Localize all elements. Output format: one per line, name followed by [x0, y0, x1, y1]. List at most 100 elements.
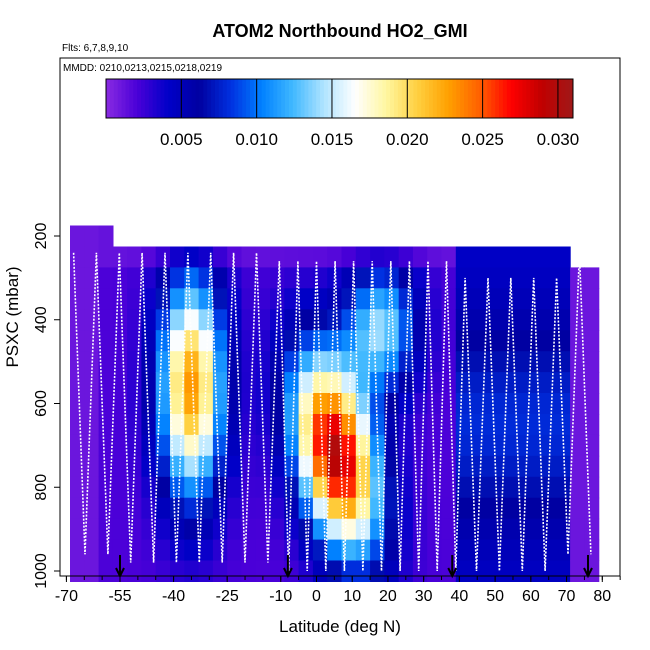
heatmap-cell: [284, 434, 300, 457]
heatmap-cell: [398, 351, 414, 373]
heatmap-cell: [455, 267, 471, 289]
heatmap-cell: [112, 434, 128, 457]
heatmap-cell: [513, 560, 528, 582]
heatmap-cell: [384, 476, 400, 499]
x-tick-label: 40: [450, 588, 468, 605]
heatmap-cell: [70, 455, 85, 478]
heatmap-cell: [527, 414, 543, 436]
heatmap-cell: [527, 518, 543, 541]
heatmap-cell: [241, 393, 257, 415]
colorbar-tick-label: 0.015: [311, 130, 354, 149]
heatmap-cell: [384, 393, 400, 415]
heatmap-cell: [384, 330, 400, 352]
x-tick-label: 0: [312, 588, 321, 605]
colorbar-cell: [432, 79, 438, 118]
heatmap-cell: [298, 434, 314, 457]
heatmap-cell: [398, 414, 414, 436]
heatmap-cell: [513, 330, 528, 352]
colorbar-ticks: 0.005 0.010 0.015 0.020 0.025 0.030: [160, 79, 579, 149]
heatmap-cell: [484, 518, 500, 541]
heatmap-cell: [227, 393, 243, 415]
heatmap-cell: [570, 309, 585, 331]
heatmap-cell: [98, 455, 114, 478]
heatmap-cell: [241, 246, 257, 268]
heatmap-cell: [255, 267, 271, 289]
heatmap-cell: [341, 497, 357, 520]
heatmap-cell: [255, 351, 271, 373]
heatmap-cell: [184, 288, 200, 310]
heatmap-cell: [513, 476, 528, 499]
heatmap-cell: [255, 476, 271, 499]
heatmap-cell: [455, 246, 471, 268]
heatmap-cell: [170, 330, 185, 352]
heatmap-cell: [241, 351, 257, 373]
heatmap-cell: [127, 372, 142, 394]
heatmap-cell: [312, 309, 328, 331]
heatmap-cell: [212, 246, 228, 268]
heatmap-cell: [298, 330, 314, 352]
heatmap-cell: [584, 351, 600, 373]
heatmap-cell: [255, 414, 271, 436]
heatmap-cell: [284, 288, 300, 310]
colorbar-cell: [141, 79, 146, 118]
colorbar-cell: [335, 79, 340, 118]
heatmap-cell: [327, 434, 343, 457]
heatmap-cell: [370, 330, 385, 352]
heatmap-cell: [84, 267, 100, 289]
x-tick-label: 30: [415, 588, 433, 605]
heatmap-cell: [541, 414, 557, 436]
heatmap-cell: [370, 476, 385, 499]
heatmap-cell: [184, 539, 200, 562]
heatmap-cell: [70, 539, 85, 562]
flight-marker-arrow: [115, 555, 125, 579]
x-tick-label: 80: [593, 588, 611, 605]
heatmap-cell: [484, 414, 500, 436]
colorbar-cell: [534, 79, 539, 118]
x-axis: -70 -55 -40 -25 -10 0 10 20 30 40 50 60 70 80: [55, 575, 621, 605]
colorbar-cell: [378, 79, 383, 118]
heatmap-cell: [527, 476, 543, 499]
heatmap-cell: [198, 414, 214, 436]
heatmap-cell: [155, 539, 171, 562]
heatmap-cell: [155, 393, 171, 415]
heatmap-cell: [170, 476, 185, 499]
colorbar-cell: [514, 79, 520, 118]
colorbar-frame: [105, 78, 574, 119]
heatmap-cell: [412, 393, 428, 415]
heatmap-cell: [70, 497, 85, 520]
heatmap-cell: [127, 455, 142, 478]
heatmap-cell: [427, 351, 443, 373]
y-axis: 200 400 600 800 1000: [33, 223, 60, 589]
heatmap-cell: [384, 246, 400, 268]
heatmap-cell: [212, 560, 228, 582]
heatmap-cell: [170, 560, 185, 582]
colorbar-cell: [292, 79, 298, 118]
heatmap-cell: [312, 539, 328, 562]
heatmap-cell: [570, 434, 585, 457]
heatmap-cell: [555, 267, 571, 289]
heatmap-cell: [584, 414, 600, 436]
heatmap-cell: [441, 267, 457, 289]
heatmap-cell: [184, 372, 200, 394]
heatmap-cell: [170, 246, 185, 268]
heatmap-cell: [498, 330, 514, 352]
heatmap-cell: [127, 560, 142, 582]
colorbar-cell: [253, 79, 259, 118]
heatmap-cell: [527, 560, 543, 582]
colorbar-cell: [281, 79, 286, 118]
heatmap-cell: [227, 497, 243, 520]
heatmap-cell: [212, 476, 228, 499]
heatmap-cell: [155, 414, 171, 436]
colorbar-cell: [214, 79, 220, 118]
heatmap-cell: [84, 330, 100, 352]
heatmap-cell: [70, 560, 85, 582]
heatmap-cell: [312, 476, 328, 499]
colorbar-cell: [436, 79, 442, 118]
heatmap-cell: [284, 497, 300, 520]
heatmap-cell: [141, 330, 157, 352]
heatmap-cell: [298, 288, 314, 310]
heatmap-cell: [470, 246, 485, 268]
heatmap-cell: [284, 539, 300, 562]
colorbar-cell: [172, 79, 177, 118]
heatmap-cell: [227, 309, 243, 331]
